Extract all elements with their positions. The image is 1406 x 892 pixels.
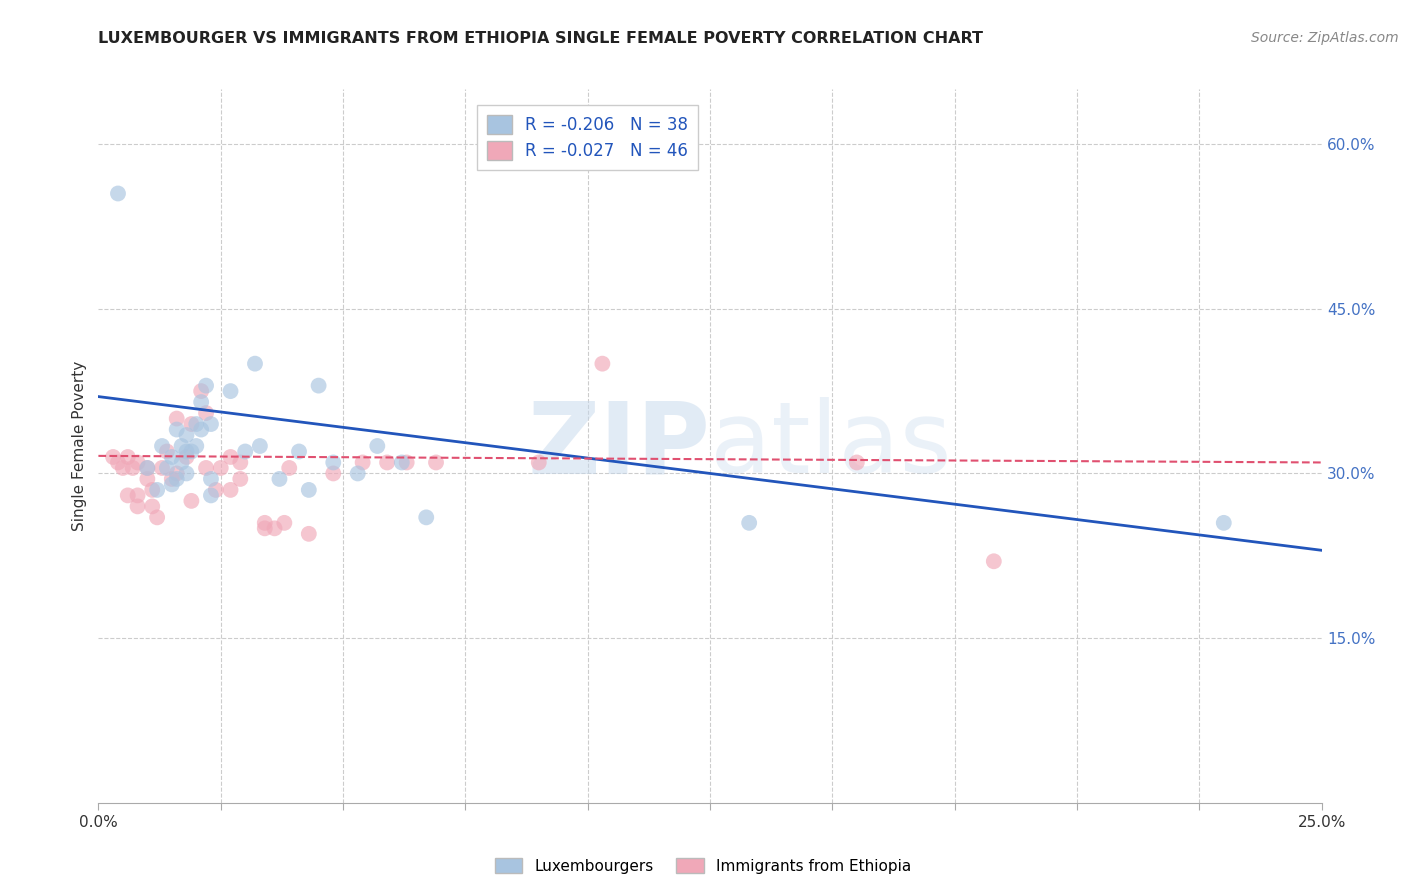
Point bbox=[391, 455, 413, 469]
Point bbox=[136, 461, 159, 475]
Point bbox=[845, 455, 868, 469]
Point bbox=[219, 450, 242, 464]
Point bbox=[1212, 516, 1234, 530]
Point bbox=[107, 455, 129, 469]
Point bbox=[308, 378, 330, 392]
Point bbox=[150, 461, 173, 475]
Point bbox=[141, 500, 163, 514]
Legend: R = -0.206   N = 38, R = -0.027   N = 46: R = -0.206 N = 38, R = -0.027 N = 46 bbox=[477, 104, 699, 169]
Point bbox=[195, 406, 218, 420]
Point bbox=[146, 483, 169, 497]
Point bbox=[180, 494, 202, 508]
Point bbox=[263, 521, 285, 535]
Point bbox=[273, 516, 295, 530]
Point bbox=[288, 444, 311, 458]
Point bbox=[346, 467, 368, 481]
Point bbox=[415, 510, 437, 524]
Point bbox=[127, 455, 149, 469]
Point bbox=[253, 521, 276, 535]
Point bbox=[375, 455, 398, 469]
Point bbox=[253, 516, 276, 530]
Point bbox=[166, 423, 188, 437]
Point bbox=[176, 444, 198, 458]
Point bbox=[150, 439, 173, 453]
Point bbox=[176, 467, 198, 481]
Point bbox=[322, 467, 344, 481]
Point bbox=[249, 439, 271, 453]
Text: ZIP: ZIP bbox=[527, 398, 710, 494]
Point bbox=[117, 488, 139, 502]
Point bbox=[298, 483, 321, 497]
Point bbox=[166, 467, 188, 481]
Point bbox=[190, 423, 212, 437]
Point bbox=[195, 378, 218, 392]
Point bbox=[180, 444, 202, 458]
Point bbox=[278, 461, 301, 475]
Point bbox=[160, 472, 183, 486]
Point bbox=[425, 455, 447, 469]
Text: LUXEMBOURGER VS IMMIGRANTS FROM ETHIOPIA SINGLE FEMALE POVERTY CORRELATION CHART: LUXEMBOURGER VS IMMIGRANTS FROM ETHIOPIA… bbox=[98, 31, 983, 46]
Point bbox=[121, 461, 143, 475]
Point bbox=[298, 526, 321, 541]
Point bbox=[229, 455, 252, 469]
Point bbox=[176, 428, 198, 442]
Point bbox=[200, 472, 222, 486]
Point bbox=[176, 450, 198, 464]
Point bbox=[170, 439, 193, 453]
Text: Source: ZipAtlas.com: Source: ZipAtlas.com bbox=[1251, 31, 1399, 45]
Point bbox=[160, 450, 183, 464]
Point bbox=[170, 455, 193, 469]
Point bbox=[101, 450, 124, 464]
Point bbox=[209, 461, 232, 475]
Y-axis label: Single Female Poverty: Single Female Poverty bbox=[72, 361, 87, 531]
Point bbox=[180, 417, 202, 431]
Point bbox=[591, 357, 613, 371]
Point bbox=[146, 510, 169, 524]
Point bbox=[527, 455, 550, 469]
Point bbox=[127, 500, 149, 514]
Point bbox=[243, 357, 266, 371]
Point bbox=[186, 417, 208, 431]
Point bbox=[219, 384, 242, 398]
Point bbox=[166, 411, 188, 425]
Point bbox=[983, 554, 1005, 568]
Point bbox=[352, 455, 374, 469]
Point bbox=[136, 472, 159, 486]
Point bbox=[156, 444, 179, 458]
Point bbox=[200, 488, 222, 502]
Point bbox=[219, 483, 242, 497]
Point bbox=[141, 483, 163, 497]
Point bbox=[229, 472, 252, 486]
Point bbox=[233, 444, 256, 458]
Point bbox=[395, 455, 418, 469]
Point bbox=[156, 461, 179, 475]
Point bbox=[195, 461, 218, 475]
Point bbox=[160, 477, 183, 491]
Point bbox=[107, 186, 129, 201]
Point bbox=[186, 439, 208, 453]
Point bbox=[190, 395, 212, 409]
Point bbox=[136, 461, 159, 475]
Point bbox=[322, 455, 344, 469]
Point bbox=[111, 461, 134, 475]
Point bbox=[205, 483, 228, 497]
Point bbox=[127, 488, 149, 502]
Point bbox=[269, 472, 291, 486]
Legend: Luxembourgers, Immigrants from Ethiopia: Luxembourgers, Immigrants from Ethiopia bbox=[488, 852, 918, 880]
Point bbox=[738, 516, 761, 530]
Point bbox=[200, 417, 222, 431]
Point bbox=[190, 384, 212, 398]
Point bbox=[366, 439, 388, 453]
Point bbox=[166, 472, 188, 486]
Point bbox=[117, 450, 139, 464]
Text: atlas: atlas bbox=[710, 398, 952, 494]
